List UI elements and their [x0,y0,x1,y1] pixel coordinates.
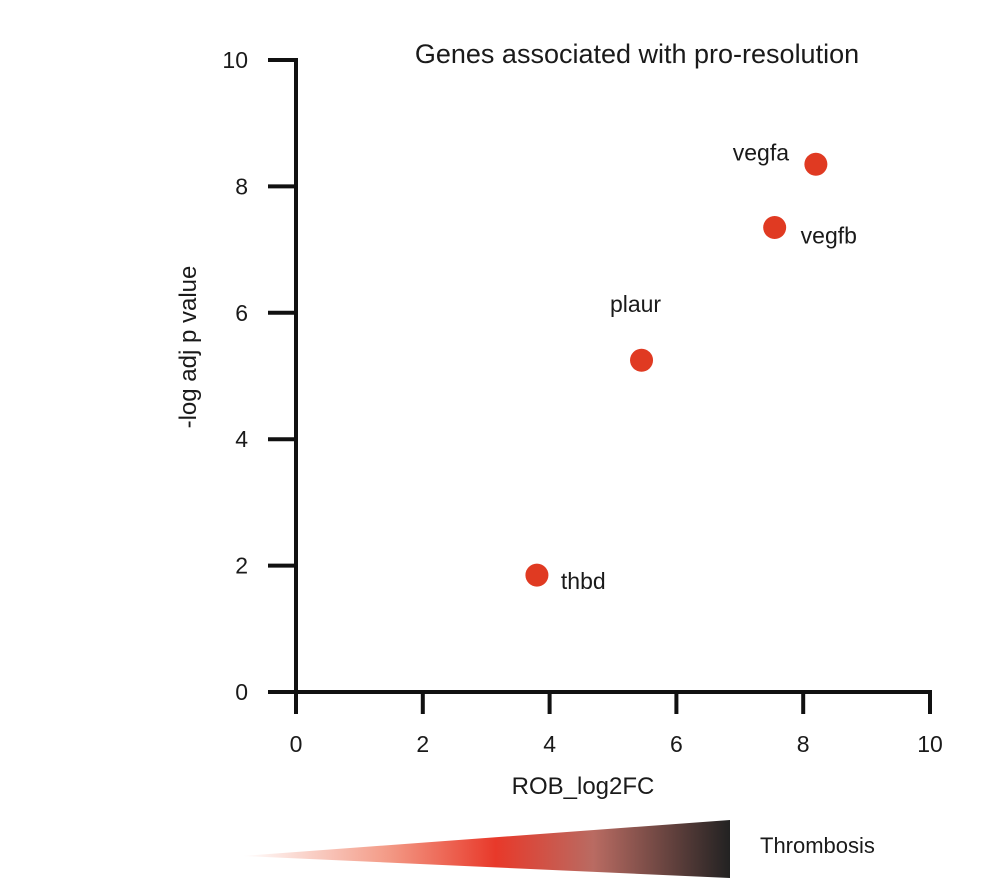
data-point [525,563,549,587]
y-tick-label: 6 [235,300,248,326]
y-tick-label: 8 [235,173,248,199]
x-tick-label: 6 [670,731,683,757]
x-axis-title: ROB_log2FC [512,773,655,800]
gradient-wedge [242,820,730,878]
point-label: plaur [610,291,661,317]
x-tick-label: 8 [797,731,810,757]
chart-title: Genes associated with pro-resolution [415,39,859,69]
y-tick-label: 10 [222,47,248,73]
point-label: vegfa [733,139,789,165]
y-axis: 0 2 4 6 8 10 [222,47,298,705]
gradient-legend-label: Thrombosis [760,833,875,858]
data-points: vegfa vegfb plaur thbd [525,139,857,594]
x-axis: 0 2 4 6 8 10 [290,690,943,757]
x-tick-label: 0 [290,731,303,757]
y-tick-label: 4 [235,426,248,452]
point-label: vegfb [801,222,857,248]
y-axis-title: -log adj p value [175,266,202,429]
y-tick-label: 0 [235,679,248,705]
x-tick-label: 10 [917,731,943,757]
thrombosis-gradient-legend: Thrombosis [242,820,875,878]
y-tick-label: 2 [235,553,248,579]
data-point [763,215,787,239]
x-tick-label: 2 [416,731,429,757]
x-tick-label: 4 [543,731,556,757]
data-point [804,152,828,176]
point-label: thbd [561,568,606,594]
data-point [630,348,654,372]
